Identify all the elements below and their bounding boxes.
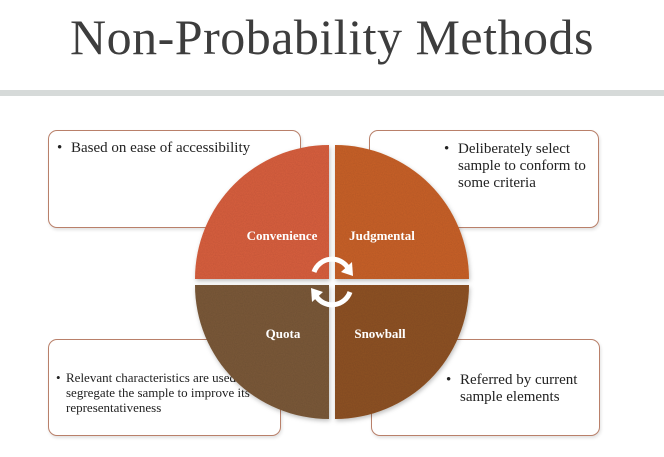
bullet: • bbox=[57, 140, 63, 156]
snowball-label: Snowball bbox=[354, 326, 406, 341]
bullet: • bbox=[56, 370, 61, 385]
quadrant-judgmental bbox=[335, 145, 469, 279]
quota-label: Quota bbox=[266, 326, 301, 341]
snowball-description: Referred by current sample elements bbox=[460, 372, 578, 405]
judgmental-description: Deliberately select sample to conform to… bbox=[458, 141, 586, 191]
quadrant-quota bbox=[195, 285, 329, 419]
convenience-label: Convenience bbox=[247, 228, 318, 243]
page-title: Non-Probability Methods bbox=[70, 9, 594, 65]
bullet: • bbox=[444, 141, 450, 157]
convenience-description: Based on ease of accessibility bbox=[71, 140, 251, 156]
title-divider bbox=[0, 90, 664, 96]
quota-description: Relevant characteristics are used to seg… bbox=[66, 370, 250, 415]
quadrant-snowball bbox=[335, 285, 469, 419]
bullet: • bbox=[446, 372, 452, 388]
quadrant-convenience bbox=[195, 145, 329, 279]
circular-arrows-icon bbox=[311, 256, 353, 308]
judgmental-label: Judgmental bbox=[349, 228, 415, 243]
